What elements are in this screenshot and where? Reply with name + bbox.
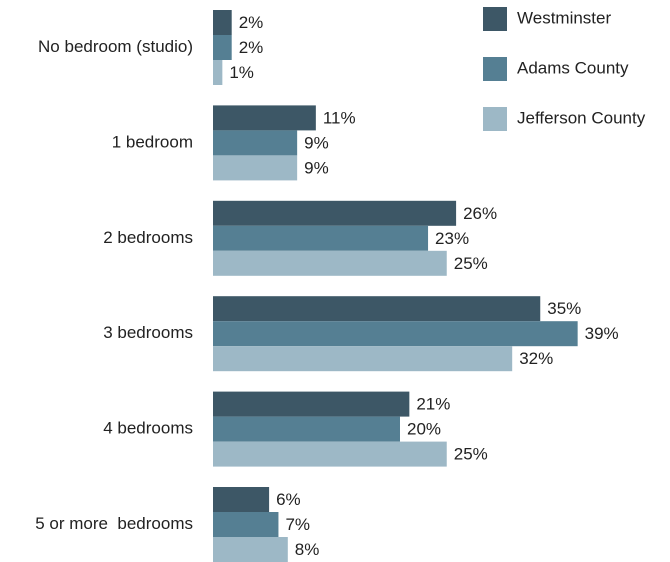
value-label: 11% bbox=[323, 108, 356, 127]
value-label: 35% bbox=[547, 299, 581, 318]
legend-label: Adams County bbox=[517, 58, 629, 77]
bar bbox=[213, 346, 513, 372]
bar bbox=[213, 225, 429, 251]
value-label: 32% bbox=[519, 349, 553, 368]
bar bbox=[213, 10, 232, 35]
bar bbox=[213, 391, 410, 417]
category-label: 3 bedrooms bbox=[103, 323, 193, 342]
bar bbox=[213, 512, 279, 537]
value-label: 9% bbox=[304, 158, 329, 177]
legend-label: Westminster bbox=[517, 8, 611, 27]
category-label: 5 or more bedrooms bbox=[35, 514, 193, 533]
bar bbox=[213, 60, 223, 85]
bar bbox=[213, 130, 298, 156]
bar bbox=[213, 35, 232, 60]
category-label: No bedroom (studio) bbox=[38, 37, 193, 56]
category-label: 1 bedroom bbox=[112, 132, 193, 151]
bar bbox=[213, 200, 457, 226]
value-label: 26% bbox=[463, 204, 497, 223]
value-label: 25% bbox=[454, 445, 488, 464]
value-label: 2% bbox=[239, 38, 264, 57]
value-label: 20% bbox=[407, 420, 441, 439]
bar bbox=[213, 155, 298, 181]
value-label: 9% bbox=[304, 133, 329, 152]
value-label: 21% bbox=[416, 395, 450, 414]
value-label: 39% bbox=[585, 324, 619, 343]
value-label: 6% bbox=[276, 490, 301, 509]
legend-swatch bbox=[483, 7, 507, 31]
value-label: 7% bbox=[285, 515, 310, 534]
category-label: 4 bedrooms bbox=[103, 419, 193, 438]
bar bbox=[213, 321, 578, 347]
bar bbox=[213, 416, 400, 442]
bar bbox=[213, 537, 288, 562]
legend-swatch bbox=[483, 57, 507, 81]
value-label: 23% bbox=[435, 229, 469, 248]
value-label: 25% bbox=[454, 254, 488, 273]
value-label: 1% bbox=[229, 63, 254, 82]
legend-label: Jefferson County bbox=[517, 108, 646, 127]
bar bbox=[213, 105, 316, 131]
bar bbox=[213, 296, 541, 322]
category-label: 2 bedrooms bbox=[103, 228, 193, 247]
legend-swatch bbox=[483, 107, 507, 131]
bar bbox=[213, 487, 270, 512]
value-label: 8% bbox=[295, 540, 320, 559]
bar bbox=[213, 250, 447, 276]
bar bbox=[213, 441, 447, 467]
value-label: 2% bbox=[239, 13, 264, 32]
